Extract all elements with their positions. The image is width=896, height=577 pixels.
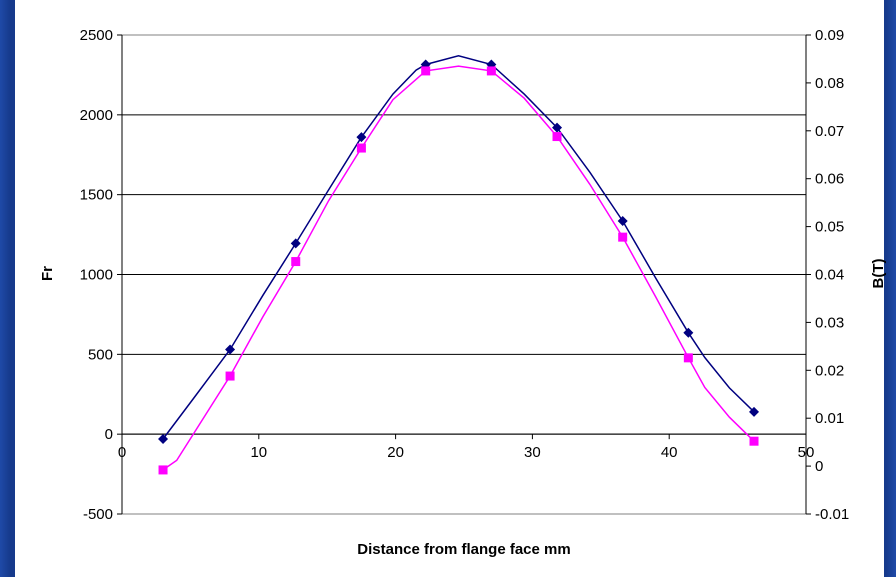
y2-tick-label: 0.07	[815, 123, 844, 140]
series-1-point	[683, 327, 694, 338]
chart-panel	[15, 0, 884, 577]
series-2-point	[356, 143, 366, 153]
x-tick-label: 50	[798, 444, 815, 461]
x-tick-label: 0	[118, 444, 126, 461]
series-1-point	[225, 344, 236, 355]
y2-tick-label: 0.08	[815, 75, 844, 92]
x-tick-label: 20	[387, 444, 404, 461]
y2-tick-label: 0	[815, 458, 823, 475]
y2-tick-label: 0.05	[815, 219, 844, 236]
series-2-point	[291, 257, 301, 267]
series-1-point	[290, 238, 301, 249]
series-2-line	[162, 65, 755, 471]
y2-tick-label: 0.06	[815, 171, 844, 188]
series-layer	[158, 55, 760, 475]
series-2-point	[683, 353, 693, 363]
y-tick-label: -500	[83, 506, 113, 523]
y-axis-title: Fr	[39, 266, 56, 281]
series-1-point	[158, 433, 169, 444]
x-axis-title: Distance from flange face mm	[357, 541, 570, 558]
y2-tick-label: 0.09	[815, 27, 844, 44]
y-tick-label: 2000	[80, 107, 113, 124]
y-tick-label: 1000	[80, 267, 113, 284]
grid-lines	[122, 34, 806, 515]
x-axis-tick-labels: 0 10 20 30 40 50	[118, 444, 815, 461]
axes	[117, 34, 811, 515]
y2-tick-label: 0.04	[815, 267, 844, 284]
y-tick-label: 0	[105, 426, 113, 443]
y-tick-label: 1500	[80, 187, 113, 204]
y2-tick-label: 0.02	[815, 362, 844, 379]
y-axis-tick-labels: -500 0 500 1000 1500 2000 2500	[80, 27, 113, 523]
y2-tick-label: 0.03	[815, 314, 844, 331]
y2-axis-title: B(T)	[870, 259, 887, 289]
series-1-point	[552, 122, 563, 133]
series-2-point	[486, 66, 496, 76]
series-1-point	[617, 216, 628, 227]
series-2-point	[552, 132, 562, 142]
y-tick-label: 500	[88, 346, 113, 363]
series-2-point	[421, 66, 431, 76]
y2-axis-tick-labels: -0.01 0 0.01 0.02 0.03 0.04 0.05 0.06 0.07 0.08 0.…	[815, 27, 849, 523]
series-2-point	[749, 436, 759, 446]
series-1-line	[162, 55, 755, 440]
y2-tick-label: 0.01	[815, 410, 844, 427]
x-tick-label: 30	[524, 444, 541, 461]
series-1-point	[356, 132, 367, 143]
x-tick-label: 10	[250, 444, 267, 461]
series-2-point	[225, 371, 235, 381]
y2-tick-label: -0.01	[815, 506, 849, 523]
y-tick-label: 2500	[80, 27, 113, 44]
series-1-point	[749, 406, 760, 417]
series-2-point	[158, 465, 168, 475]
series-2-point	[618, 232, 628, 242]
x-tick-label: 40	[661, 444, 678, 461]
